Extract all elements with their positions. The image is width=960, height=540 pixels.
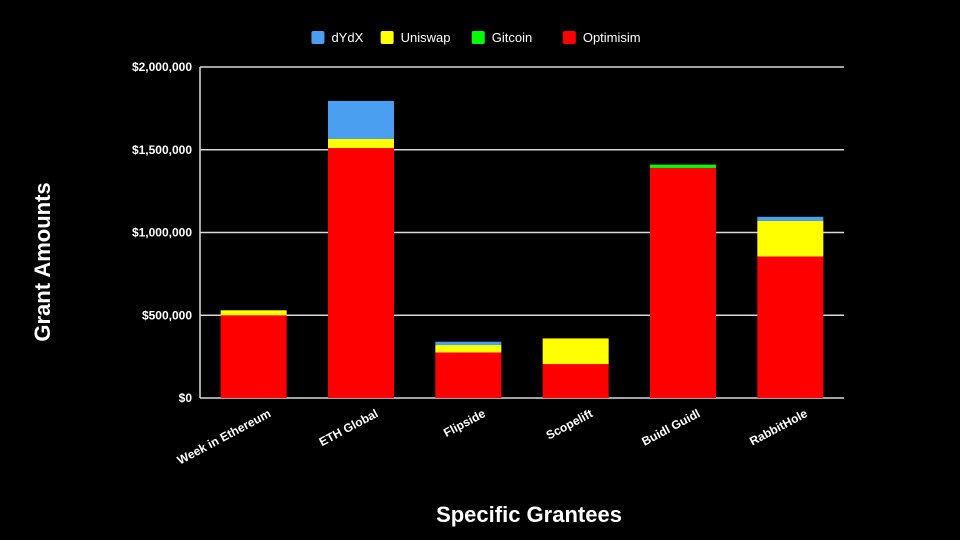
bar-rabbithole-uniswap: [757, 220, 824, 257]
x-tick-label: Flipside: [441, 406, 488, 440]
legend: dYdX Uniswap Gitcoin Optimisim: [311, 30, 641, 45]
bar-scopelift-optimisim: [542, 364, 609, 398]
x-tick-label: ETH Global: [317, 406, 381, 449]
x-axis-title: Specific Grantees: [436, 502, 622, 527]
y-tick-label: $500,000: [142, 308, 192, 322]
bar-scopelift-uniswap: [542, 338, 609, 365]
gridlines: [199, 66, 844, 399]
legend-label-optimisim: Optimisim: [583, 30, 641, 45]
bar-buidl-guidl-optimisim: [650, 167, 716, 398]
bar-week-in-ethereum-optimisim: [220, 315, 287, 398]
bar-flipside-optimisim: [435, 352, 502, 398]
x-tick-label: Week in Ethereum: [175, 406, 273, 467]
y-tick-label: $1,000,000: [132, 226, 192, 240]
legend-label-uniswap: Uniswap: [401, 30, 451, 45]
y-axis-title: Grant Amounts: [30, 182, 55, 341]
bar-flipside-dydx: [435, 341, 502, 346]
bar-eth-global-dydx: [328, 100, 394, 139]
x-tick-label: Scopelift: [544, 406, 595, 442]
y-tick-label: $2,000,000: [132, 60, 192, 74]
y-tick-label: $1,500,000: [132, 143, 192, 157]
x-tick-label: RabbitHole: [747, 406, 810, 448]
bars: [220, 100, 824, 398]
bar-buidl-guidl-gitcoin: [650, 164, 716, 168]
bar-rabbithole-dydx: [757, 216, 824, 221]
y-tick-label: $0: [179, 391, 193, 405]
y-axis-ticks: $0 $500,000 $1,000,000 $1,500,000 $2,000,000: [132, 60, 192, 405]
bar-rabbithole-optimisim: [757, 256, 824, 398]
x-axis-ticks: Week in Ethereum ETH Global Flipside Scopel…: [175, 406, 810, 467]
legend-swatch-uniswap: [380, 31, 394, 44]
bar-flipside-uniswap: [435, 345, 502, 353]
legend-swatch-dydx: [311, 31, 325, 44]
x-tick-label: Buidl Guidl: [639, 406, 702, 448]
legend-swatch-optimisim: [562, 31, 576, 44]
legend-label-dydx: dYdX: [331, 30, 363, 45]
legend-swatch-gitcoin: [471, 31, 485, 44]
legend-label-gitcoin: Gitcoin: [492, 30, 532, 45]
bar-eth-global-optimisim: [328, 148, 394, 398]
bar-week-in-ethereum-uniswap: [220, 310, 287, 316]
bar-eth-global-uniswap: [328, 138, 394, 149]
